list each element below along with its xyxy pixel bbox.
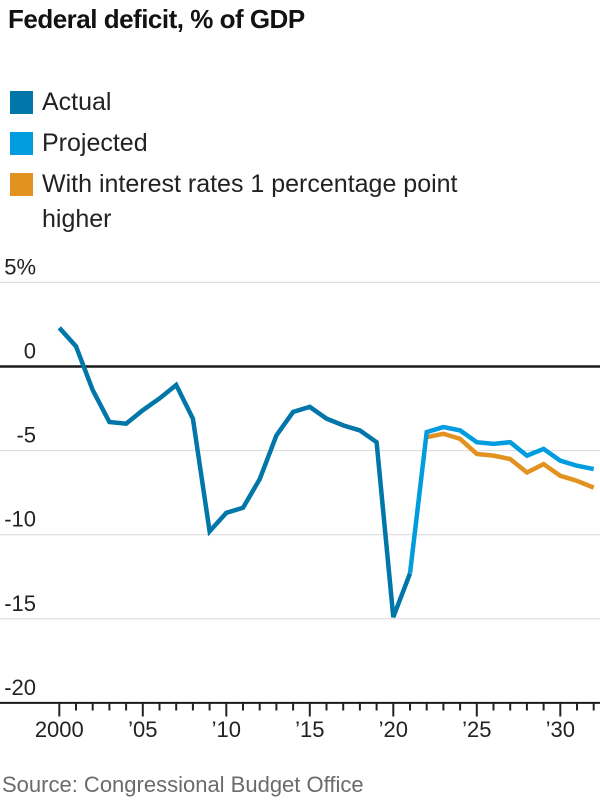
- series-line-actual: [57, 326, 413, 618]
- legend-item-actual: Actual: [10, 85, 580, 120]
- legend-label-projected: Projected: [42, 129, 148, 157]
- legend-label-higher-rates: With interest rates 1 percentage point h…: [42, 170, 458, 233]
- y-tick-label: -10: [4, 507, 36, 532]
- x-tick-label: ’15: [295, 717, 324, 742]
- y-tick-label: -20: [4, 675, 36, 700]
- higher-rates-swatch-icon: [10, 173, 33, 196]
- x-tick-label: 2000: [35, 717, 84, 742]
- x-tick-label: ’10: [212, 717, 241, 742]
- series-line-projected: [407, 424, 595, 574]
- legend-item-projected: Projected: [10, 126, 580, 161]
- y-tick-label: 5%: [4, 254, 36, 279]
- projected-swatch-icon: [10, 132, 33, 155]
- x-tick-label: ’30: [546, 717, 575, 742]
- actual-swatch-icon: [10, 91, 33, 114]
- x-tick-label: ’20: [379, 717, 408, 742]
- legend: Actual Projected With interest rates 1 p…: [10, 85, 580, 243]
- legend-item-higher-rates: With interest rates 1 percentage point h…: [10, 167, 580, 237]
- series-line-with: [426, 431, 595, 490]
- x-tick-label: ’25: [462, 717, 491, 742]
- y-tick-label: -5: [16, 423, 36, 448]
- x-tick-label: ’05: [128, 717, 157, 742]
- y-tick-label: -15: [4, 591, 36, 616]
- source-text: Source: Congressional Budget Office: [2, 772, 364, 797]
- legend-label-actual: Actual: [42, 88, 112, 116]
- chart-title: Federal deficit, % of GDP: [8, 4, 305, 34]
- y-tick-label: 0: [24, 339, 36, 364]
